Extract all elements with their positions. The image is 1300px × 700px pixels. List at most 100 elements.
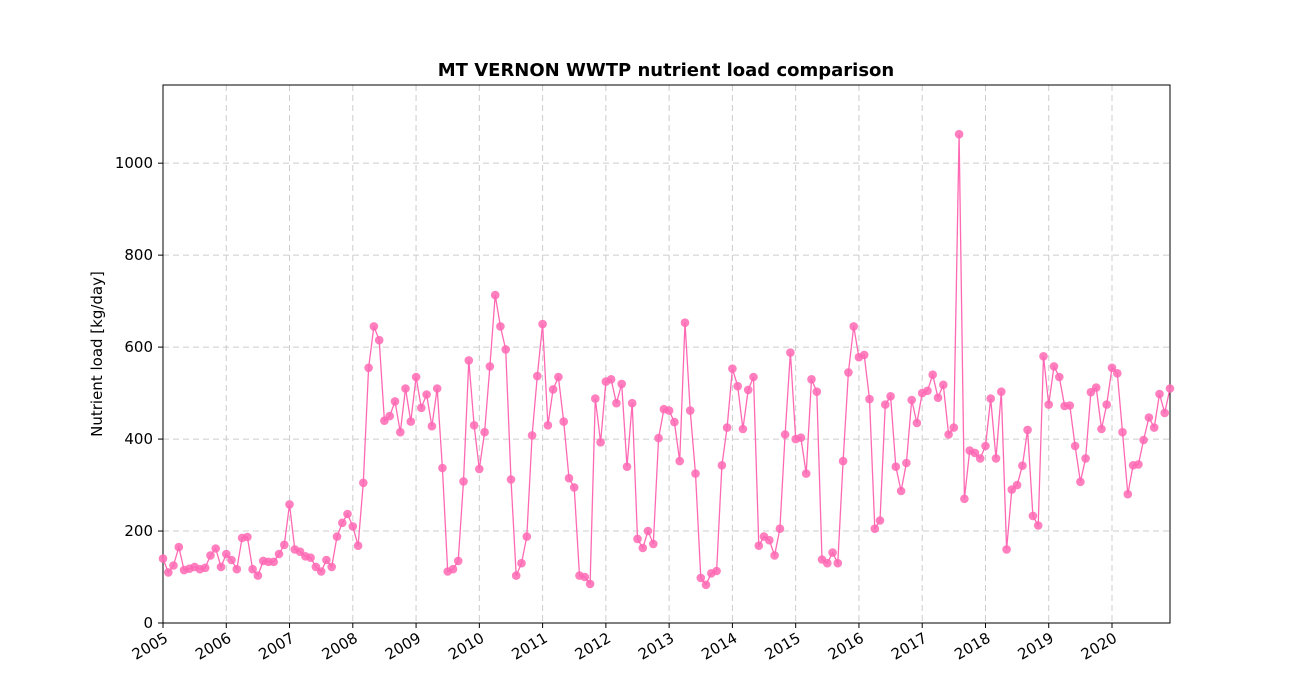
- data-point: [1076, 477, 1085, 487]
- data-point: [1102, 400, 1111, 409]
- data-point: [875, 516, 885, 525]
- data-point: [749, 372, 758, 382]
- data-point: [954, 129, 964, 139]
- data-point: [517, 558, 526, 568]
- data-point: [459, 477, 468, 486]
- data-point: [1144, 413, 1154, 422]
- data-point: [1039, 352, 1048, 361]
- data-point: [807, 375, 816, 384]
- data-point: [269, 557, 279, 567]
- data-point: [501, 345, 511, 354]
- data-point: [812, 387, 822, 397]
- data-point: [722, 423, 732, 432]
- data-point: [569, 483, 579, 492]
- data-point: [511, 571, 521, 580]
- data-point: [891, 462, 901, 472]
- data-point: [496, 322, 505, 331]
- data-point: [1023, 425, 1032, 435]
- x-tick-label: 2012: [572, 629, 614, 664]
- data-point: [232, 564, 242, 574]
- data-point: [775, 524, 785, 533]
- data-point: [654, 433, 663, 443]
- data-point: [1097, 424, 1106, 434]
- data-point: [1055, 372, 1064, 382]
- data-point: [211, 544, 220, 553]
- data-point: [833, 558, 843, 568]
- data-point: [828, 548, 837, 557]
- data-point: [928, 370, 937, 380]
- x-tick-label: 2005: [129, 629, 171, 664]
- data-point: [633, 534, 642, 544]
- data-point: [585, 579, 595, 589]
- data-point: [390, 397, 400, 406]
- data-point: [322, 555, 331, 565]
- data-point: [770, 551, 779, 560]
- chart-title: MT VERNON WWTP nutrient load comparison: [438, 60, 894, 81]
- data-point: [432, 384, 442, 393]
- data-point: [754, 541, 764, 550]
- data-point: [580, 572, 590, 582]
- data-point: [1091, 383, 1101, 392]
- data-point: [949, 423, 959, 432]
- data-point: [464, 356, 474, 365]
- grid-layer: [163, 85, 1170, 623]
- data-point: [327, 562, 337, 572]
- data-point: [306, 553, 315, 562]
- data-point: [448, 564, 458, 574]
- data-point: [453, 556, 463, 566]
- data-point: [469, 421, 479, 430]
- x-tick-label: 2007: [255, 629, 297, 664]
- data-point: [643, 526, 653, 536]
- data-point: [1018, 461, 1027, 471]
- data-point: [1155, 389, 1164, 399]
- data-point: [896, 486, 906, 496]
- data-point: [670, 417, 679, 427]
- data-point: [406, 417, 416, 426]
- data-point: [332, 532, 342, 541]
- data-point: [907, 395, 916, 405]
- data-point: [933, 393, 943, 403]
- data-point: [675, 456, 684, 466]
- data-point: [480, 427, 489, 437]
- data-point: [1139, 435, 1148, 445]
- data-point: [374, 335, 384, 345]
- data-point: [359, 478, 368, 488]
- x-tick-label: 2019: [1015, 629, 1057, 664]
- data-point: [960, 494, 969, 504]
- x-tick-label: 2010: [445, 629, 487, 664]
- data-point: [164, 568, 173, 577]
- series-layer: [158, 129, 1175, 590]
- x-tick-label: 2014: [698, 629, 740, 664]
- data-point: [870, 524, 880, 533]
- data-point: [422, 390, 431, 399]
- tick-layer: 0 200 400 600 800 1000 2005 2006 2007 2008 2009 201…: [115, 154, 1120, 663]
- data-point: [696, 573, 706, 583]
- x-tick-label: 2009: [382, 629, 424, 664]
- data-point: [691, 469, 700, 478]
- data-point: [1028, 511, 1038, 521]
- x-tick-label: 2020: [1078, 629, 1120, 664]
- x-tick-label: 2013: [635, 629, 677, 664]
- data-point: [206, 551, 215, 560]
- data-point: [158, 554, 168, 563]
- data-point: [200, 563, 210, 573]
- x-tick-label: 2016: [825, 629, 867, 664]
- data-point: [1113, 369, 1122, 378]
- data-point: [844, 368, 853, 377]
- data-point: [606, 375, 616, 384]
- data-point: [838, 456, 848, 466]
- data-point: [1033, 521, 1043, 530]
- data-point: [227, 555, 236, 565]
- x-tick-label: 2015: [762, 629, 804, 664]
- data-point: [543, 421, 553, 430]
- data-point: [701, 580, 711, 590]
- data-point: [664, 406, 674, 415]
- x-tick-label: 2008: [319, 629, 361, 664]
- data-point: [622, 462, 632, 472]
- y-tick-label: 1000: [115, 154, 153, 172]
- data-point: [649, 539, 658, 549]
- y-tick-label: 400: [124, 430, 153, 448]
- data-point: [780, 430, 790, 439]
- data-point: [728, 364, 737, 374]
- data-point: [475, 464, 484, 474]
